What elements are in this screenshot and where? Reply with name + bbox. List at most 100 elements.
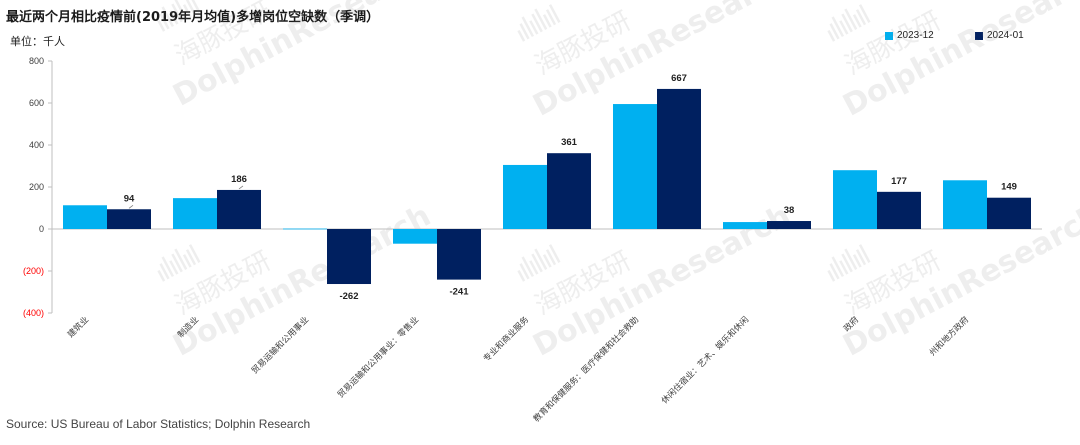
- x-tick-label: 建筑业: [65, 314, 91, 340]
- watermark-bar: [852, 14, 862, 28]
- watermark-bar: [521, 16, 535, 38]
- watermark-bar: [188, 0, 201, 13]
- bar-2024-01: [657, 88, 701, 230]
- watermark-bar: [827, 29, 836, 42]
- watermark-bar: [831, 256, 845, 278]
- watermark-bar: [855, 9, 867, 26]
- watermark-bar: [185, 249, 197, 266]
- watermark-bar: [174, 0, 188, 20]
- watermark-bar: [171, 253, 183, 273]
- data-label: 149: [1001, 182, 1017, 193]
- bar-2024-01: [767, 221, 811, 229]
- data-label: 38: [784, 205, 795, 216]
- data-label: -241: [449, 287, 469, 298]
- y-tick-label: 800: [29, 56, 44, 66]
- watermark-bar: [169, 10, 179, 25]
- watermark-bar: [844, 8, 858, 30]
- watermark-bar: [841, 253, 853, 273]
- watermark-bar: [517, 269, 526, 282]
- x-tick-label: 专业和商业服务: [481, 314, 531, 364]
- y-tick-label: (200): [23, 266, 44, 276]
- watermark-bar: [839, 260, 849, 275]
- watermark-bar: [161, 6, 175, 28]
- source-note: Source: US Bureau of Labor Statistics; D…: [6, 417, 311, 431]
- watermark-bar: [829, 23, 840, 40]
- watermark-bar: [548, 244, 561, 263]
- unit-label: 单位：千人: [10, 35, 65, 48]
- y-tick-label: 200: [29, 182, 44, 192]
- bar-2023-12: [943, 180, 987, 229]
- bar-2024-01: [327, 229, 371, 285]
- x-tick-label: 休闲住宿业：艺术、娱乐和休闲: [659, 314, 751, 406]
- bar-2023-12: [63, 205, 107, 229]
- watermark-bar: [157, 269, 166, 282]
- watermark-bar: [517, 29, 526, 42]
- watermark-bar: [185, 0, 197, 16]
- watermark-bar: [545, 9, 557, 26]
- watermark-bar: [529, 260, 539, 275]
- y-tick-label: 0: [39, 224, 44, 234]
- watermark-bar: [841, 13, 853, 33]
- watermark-bar: [844, 248, 858, 270]
- watermark-bar: [159, 263, 170, 280]
- bar-2023-12: [723, 222, 767, 229]
- watermark-bar: [839, 20, 849, 35]
- legend-swatch: [975, 31, 983, 40]
- watermark-bar: [827, 269, 836, 282]
- data-label: 94: [124, 193, 135, 204]
- bar-2024-01: [107, 209, 151, 229]
- bar-2023-12: [613, 104, 657, 229]
- watermark-bar: [161, 256, 175, 278]
- watermark-bar: [831, 16, 845, 38]
- data-label: -262: [339, 291, 358, 302]
- label-leader-line: [238, 185, 244, 190]
- chart-title: 最近两个月相比疫情前(2019年月均值)多增岗位空缺数（季调）: [6, 10, 380, 25]
- y-tick-label: (400): [23, 308, 44, 318]
- bar-2024-01: [877, 191, 921, 229]
- watermark-bar: [519, 23, 530, 40]
- watermark-bar: [521, 256, 535, 278]
- y-tick-label: 400: [29, 140, 44, 150]
- watermark-bar: [519, 263, 530, 280]
- legend-swatch: [885, 31, 893, 40]
- data-label: 186: [231, 174, 247, 185]
- label-leader-line: [128, 204, 134, 209]
- watermark-bar: [531, 253, 543, 273]
- bar-2024-01: [217, 189, 261, 229]
- watermark-bar: [855, 249, 867, 266]
- legend-label: 2023-12: [897, 30, 934, 41]
- watermark-bar: [169, 260, 179, 275]
- watermark-bar: [157, 19, 166, 32]
- bar-2023-12: [283, 228, 327, 230]
- y-tick-label: 600: [29, 98, 44, 108]
- watermark-bar: [182, 254, 192, 268]
- watermark-bar: [829, 263, 840, 280]
- legend-item-2023-12: 2023-12: [885, 30, 934, 41]
- watermark-bar: [174, 248, 188, 270]
- data-label: 177: [891, 176, 907, 187]
- watermark-bar: [858, 244, 871, 263]
- watermark-bar: [188, 244, 201, 263]
- bar-2024-01: [547, 153, 591, 229]
- watermark-bar: [542, 14, 552, 28]
- watermark-bar: [531, 13, 543, 33]
- bar-2023-12: [173, 198, 217, 229]
- watermark-bar: [542, 254, 552, 268]
- watermark-bar: [182, 4, 192, 18]
- legend-label: 2024-01: [987, 30, 1024, 41]
- bar-2023-12: [393, 229, 437, 244]
- watermark-bar: [534, 248, 548, 270]
- watermark-bar: [545, 249, 557, 266]
- watermark-bar: [852, 254, 862, 268]
- bar-2024-01: [437, 229, 481, 280]
- bar-2023-12: [503, 164, 547, 229]
- data-label: 667: [671, 73, 687, 84]
- watermark-bar: [548, 4, 561, 23]
- watermark-bar: [529, 20, 539, 35]
- watermark-bar: [534, 8, 548, 30]
- legend-item-2024-01: 2024-01: [975, 30, 1024, 41]
- bar-2023-12: [833, 170, 877, 229]
